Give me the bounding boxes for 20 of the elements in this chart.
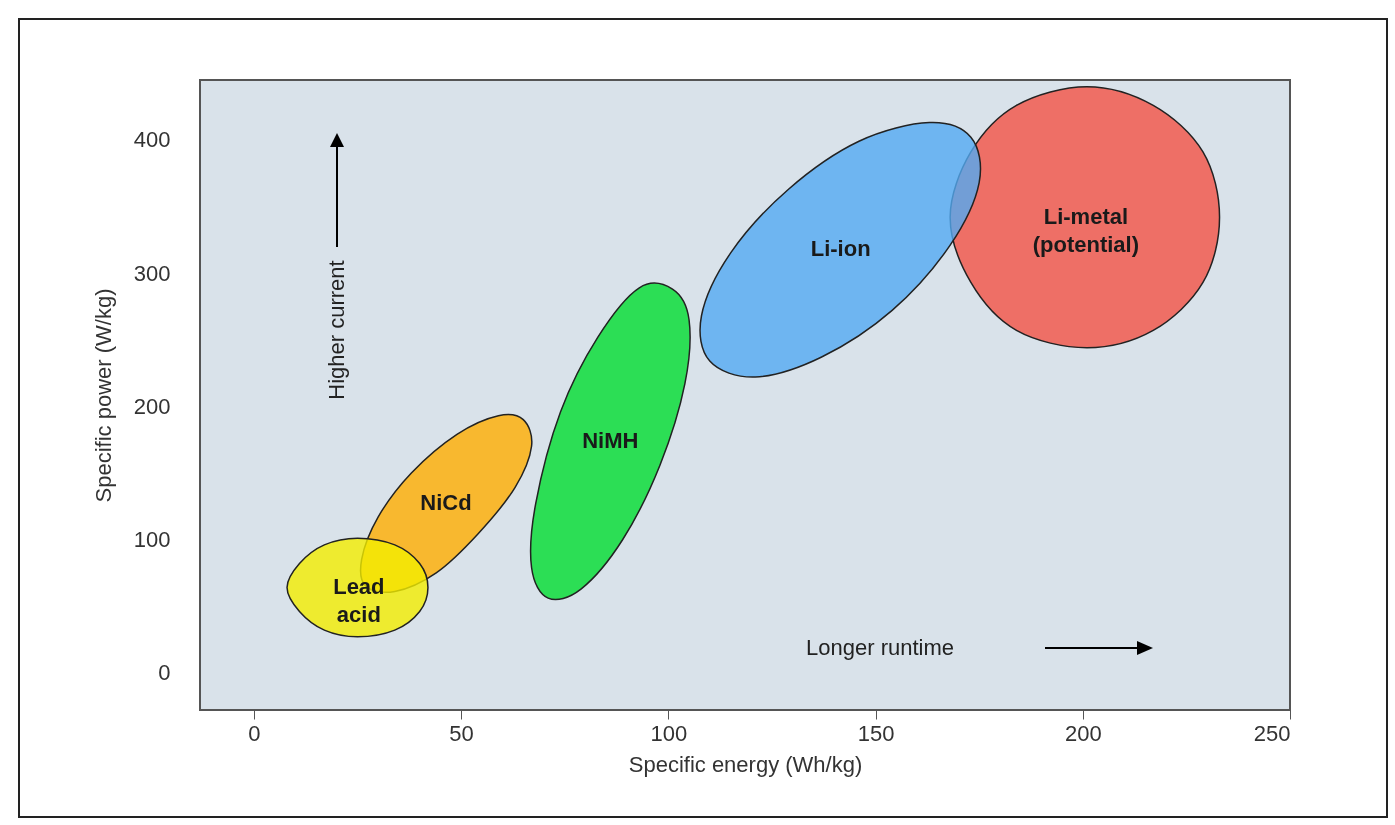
x-tick-label: 200 (1064, 720, 1102, 746)
series-label: NiMH (582, 427, 639, 453)
y-tick-label: 0 (158, 660, 171, 686)
y-tick-label: 300 (133, 260, 171, 286)
x-axis-title: Specific energy (Wh/kg) (628, 751, 863, 777)
y-axis-title: Specific power (W/kg) (90, 288, 116, 503)
x-tick-label: 150 (857, 720, 895, 746)
x-tick-label: 0 (248, 720, 261, 746)
x-tick-label: 50 (449, 720, 474, 746)
series-label: Lead acid (333, 574, 385, 628)
y-tick-label: 400 (133, 127, 171, 153)
annotation: Higher current (324, 260, 349, 400)
series-label: Li-ion (810, 236, 871, 262)
x-tick-label: 100 (650, 720, 688, 746)
series-label: Li-metal (potential) (1032, 204, 1140, 258)
annotation: Longer runtime (806, 635, 954, 660)
y-tick-label: 100 (133, 527, 171, 553)
x-tick-label: 250 (1253, 720, 1291, 746)
y-tick-label: 200 (133, 393, 171, 419)
series-label: NiCd (420, 490, 472, 516)
